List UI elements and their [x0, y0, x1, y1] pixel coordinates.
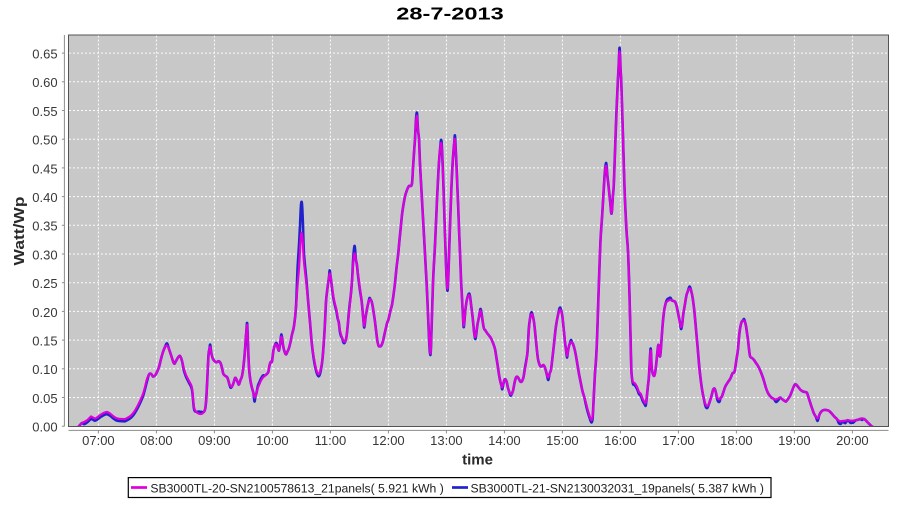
svg-text:11:00: 11:00	[315, 433, 347, 448]
svg-text:0.10: 0.10	[32, 362, 57, 377]
svg-text:15:00: 15:00	[546, 433, 579, 448]
svg-text:0.30: 0.30	[32, 247, 57, 262]
svg-text:14:00: 14:00	[488, 433, 521, 448]
svg-text:SB3000TL-21-SN2130032031_19pan: SB3000TL-21-SN2130032031_19panels( 5.387…	[471, 482, 764, 496]
svg-text:0.35: 0.35	[32, 219, 57, 234]
svg-text:0.25: 0.25	[32, 276, 57, 291]
svg-text:0.50: 0.50	[32, 133, 57, 148]
svg-text:17:00: 17:00	[662, 433, 695, 448]
svg-text:08:00: 08:00	[140, 433, 173, 448]
svg-text:18:00: 18:00	[720, 433, 753, 448]
svg-text:0.65: 0.65	[32, 47, 57, 62]
svg-text:13:00: 13:00	[430, 433, 463, 448]
svg-text:0.20: 0.20	[32, 305, 57, 320]
svg-text:0.15: 0.15	[32, 334, 57, 349]
svg-text:12:00: 12:00	[372, 433, 405, 448]
svg-text:10:00: 10:00	[256, 433, 289, 448]
svg-text:20:00: 20:00	[836, 433, 869, 448]
svg-text:0.05: 0.05	[32, 391, 57, 406]
svg-text:0.55: 0.55	[32, 104, 57, 119]
svg-text:28-7-2013: 28-7-2013	[396, 4, 503, 24]
svg-text:07:00: 07:00	[82, 433, 115, 448]
svg-text:0.45: 0.45	[32, 161, 57, 176]
svg-text:16:00: 16:00	[604, 433, 637, 448]
svg-text:SB3000TL-20-SN2100578613_21pan: SB3000TL-20-SN2100578613_21panels( 5.921…	[150, 482, 443, 496]
svg-text:0.40: 0.40	[32, 190, 57, 205]
svg-text:09:00: 09:00	[198, 433, 231, 448]
svg-text:0.00: 0.00	[32, 420, 57, 435]
svg-text:19:00: 19:00	[778, 433, 811, 448]
svg-text:0.60: 0.60	[32, 75, 57, 90]
svg-text:Watt/Wp: Watt/Wp	[11, 196, 28, 265]
svg-text:time: time	[462, 452, 493, 469]
